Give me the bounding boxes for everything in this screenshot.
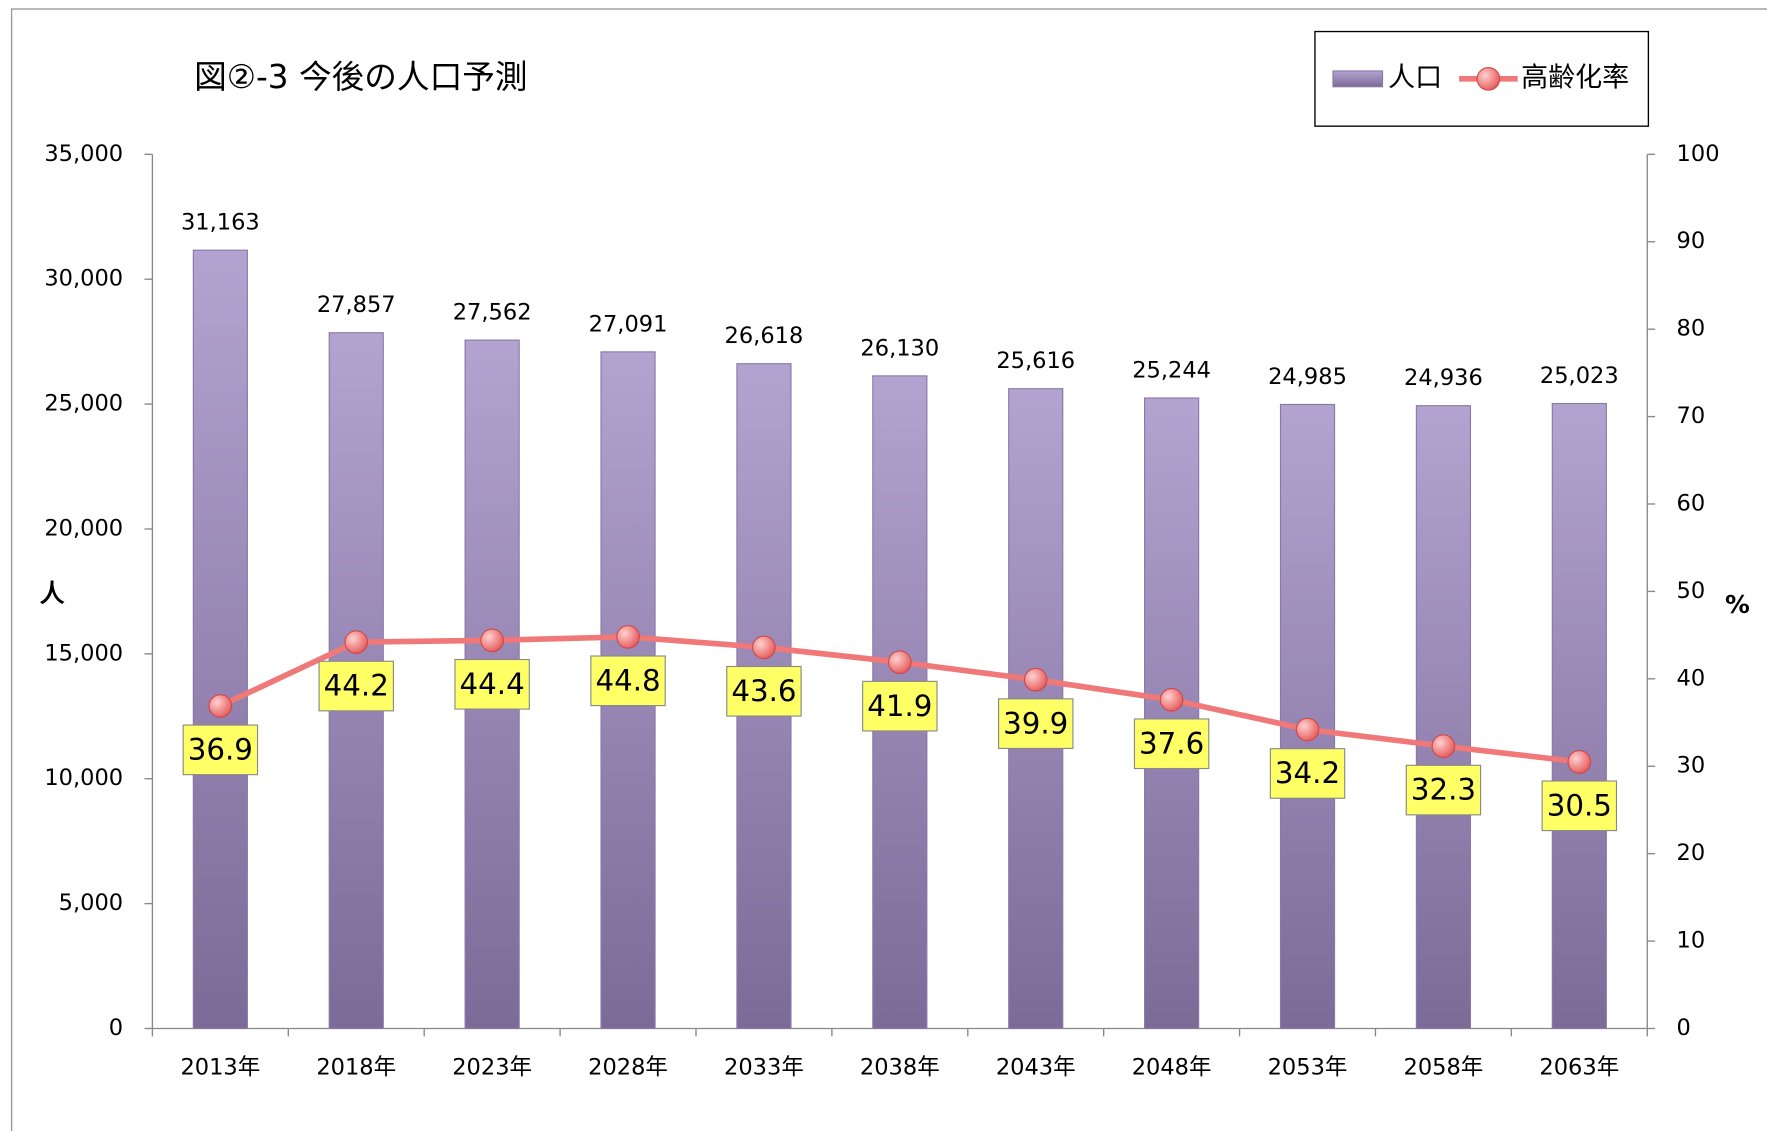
y2-tick-label: 20	[1677, 840, 1706, 866]
x-tick-label: 2053年	[1268, 1054, 1348, 1080]
bar	[192, 249, 248, 1030]
x-tick-label: 2023年	[452, 1054, 532, 1080]
line-marker	[888, 650, 912, 675]
line-label-box	[1405, 764, 1482, 816]
y-tick-label: 15,000	[44, 640, 123, 666]
y2-tick-label: 30	[1677, 753, 1706, 779]
line-value-label: 44.8	[595, 663, 660, 697]
chart-frame	[10, 8, 1767, 1131]
line-marker	[480, 628, 504, 653]
bar-value-label: 25,616	[996, 348, 1075, 374]
line-label-box	[997, 698, 1074, 749]
y2-tick-label: 50	[1677, 578, 1706, 604]
line-label-box	[318, 660, 394, 712]
y-tick-label: 30,000	[44, 266, 123, 292]
line-value-label: 30.5	[1547, 788, 1612, 822]
x-tick-label: 2058年	[1404, 1054, 1484, 1080]
line-value-label: 41.9	[867, 689, 932, 723]
y-axis-label: 人	[40, 579, 65, 608]
legend-label: 人口	[1388, 62, 1442, 93]
bar-value-label: 31,163	[181, 210, 260, 236]
line-value-label: 44.4	[460, 667, 525, 701]
x-tick-label: 2013年	[180, 1054, 260, 1080]
bar	[1551, 402, 1607, 1030]
x-tick-label: 2028年	[588, 1054, 668, 1080]
bar-value-label: 27,091	[589, 311, 668, 337]
y2-tick-label: 0	[1677, 1015, 1691, 1041]
x-tick-label: 2048年	[1132, 1054, 1212, 1080]
bar-value-label: 27,857	[317, 292, 396, 318]
y-tick-label: 0	[109, 1015, 123, 1041]
bar-value-label: 27,562	[453, 300, 532, 326]
y2-tick-label: 90	[1677, 228, 1706, 254]
y-tick-label: 20,000	[44, 515, 123, 541]
line-label-box	[454, 658, 530, 710]
line-value-label: 39.9	[1003, 706, 1068, 740]
line-label-box	[1133, 718, 1210, 770]
y2-tick-label: 60	[1677, 490, 1706, 516]
line-marker	[1567, 750, 1592, 774]
line-label-box	[862, 680, 938, 732]
y2-tick-label: 100	[1677, 141, 1720, 167]
bar-value-label: 24,936	[1404, 365, 1483, 391]
line-marker	[208, 694, 233, 718]
bar-value-label: 26,130	[860, 335, 939, 361]
x-tick-label: 2018年	[316, 1054, 396, 1080]
y2-tick-label: 40	[1677, 665, 1706, 691]
line-marker	[344, 630, 369, 654]
line-value-label: 32.3	[1411, 773, 1476, 807]
bar	[1279, 403, 1336, 1030]
line-label-box	[1541, 780, 1618, 832]
bar-value-label: 25,023	[1540, 363, 1619, 389]
line-marker	[1431, 734, 1456, 758]
line-label-box	[182, 724, 259, 776]
bar-value-label: 24,985	[1268, 364, 1347, 390]
line-value-label: 37.6	[1139, 726, 1204, 760]
y-tick-label: 35,000	[44, 141, 123, 167]
line-value-label: 34.2	[1275, 756, 1340, 790]
bar	[1144, 397, 1200, 1030]
y2-tick-label: 80	[1677, 316, 1706, 342]
y-tick-label: 25,000	[44, 391, 123, 417]
line-marker	[752, 635, 776, 660]
x-tick-label: 2043年	[996, 1054, 1076, 1080]
y2-axis-label: %	[1725, 590, 1750, 619]
legend-swatch	[1476, 67, 1501, 91]
line-value-label: 43.6	[731, 674, 796, 708]
line-marker	[1159, 687, 1184, 712]
bar-value-label: 25,244	[1132, 357, 1211, 383]
line-marker	[1023, 667, 1048, 692]
line-marker	[616, 625, 640, 649]
line-label-box	[726, 665, 802, 717]
line-label-box	[590, 655, 666, 707]
x-tick-label: 2063年	[1539, 1054, 1619, 1080]
chart-title: 図②-3 今後の人口予測	[194, 58, 527, 96]
y-tick-label: 10,000	[44, 765, 123, 791]
y2-tick-label: 70	[1677, 403, 1706, 429]
line-label-box	[1269, 748, 1346, 799]
legend-swatch	[1332, 70, 1384, 88]
y-tick-label: 5,000	[59, 890, 123, 916]
y2-tick-label: 10	[1677, 928, 1706, 954]
line-marker	[1295, 717, 1320, 742]
line-value-label: 36.9	[188, 732, 253, 766]
x-tick-label: 2038年	[860, 1054, 940, 1080]
x-tick-label: 2033年	[724, 1054, 804, 1080]
legend-label: 高齢化率	[1521, 62, 1629, 93]
line-value-label: 44.2	[324, 669, 389, 703]
bar-value-label: 26,618	[725, 323, 804, 349]
bar	[1415, 405, 1472, 1030]
